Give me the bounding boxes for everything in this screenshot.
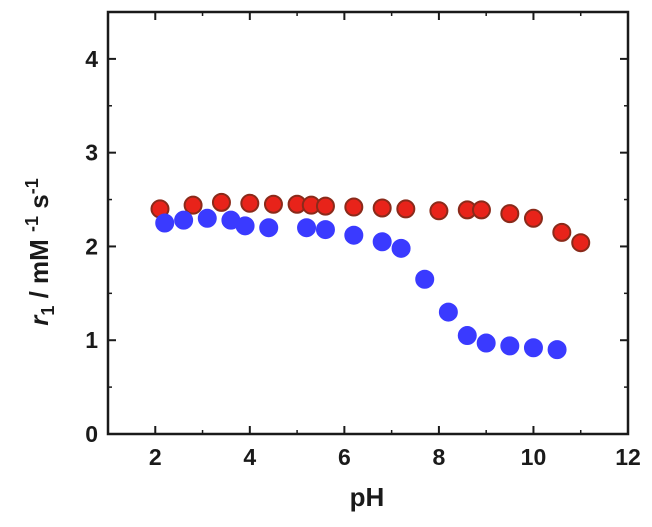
data-point-series-2 bbox=[457, 326, 477, 346]
data-point-series-2 bbox=[547, 340, 567, 360]
y-axis-sup1: -1 bbox=[22, 216, 42, 232]
x-axis-title: pH bbox=[350, 482, 385, 512]
data-point-series-2 bbox=[500, 336, 520, 356]
data-point-series-1 bbox=[240, 193, 260, 213]
data-point-series-1 bbox=[500, 204, 520, 224]
data-point-series-1 bbox=[315, 196, 335, 216]
data-point-series-1 bbox=[263, 194, 283, 214]
y-tick-label: 0 bbox=[85, 421, 98, 447]
data-point-series-1 bbox=[372, 198, 392, 218]
y-tick-label: 3 bbox=[85, 140, 98, 166]
data-point-series-2 bbox=[315, 220, 335, 240]
x-tick-label: 6 bbox=[338, 444, 351, 470]
data-point-series-1 bbox=[571, 233, 591, 253]
axes bbox=[106, 10, 630, 436]
y-tick-label: 1 bbox=[85, 327, 98, 353]
y-axis-unit1: / mM bbox=[24, 232, 54, 306]
data-point-series-1 bbox=[183, 195, 203, 215]
data-point-series-1 bbox=[523, 208, 543, 228]
data-point-series-1 bbox=[211, 192, 231, 212]
data-point-series-2 bbox=[155, 213, 175, 233]
data-point-series-2 bbox=[297, 218, 317, 238]
data-point-series-2 bbox=[344, 225, 364, 245]
y-axis-unit2: s bbox=[24, 194, 54, 216]
data-point-series-2 bbox=[391, 238, 411, 258]
y-axis-sup2: -1 bbox=[22, 178, 42, 194]
x-tick-label: 4 bbox=[243, 444, 256, 470]
data-points bbox=[150, 192, 591, 360]
data-point-series-2 bbox=[259, 218, 279, 238]
data-point-series-2 bbox=[523, 338, 543, 358]
plot-frame bbox=[106, 10, 630, 436]
x-tick-label: 2 bbox=[149, 444, 162, 470]
data-point-series-2 bbox=[235, 216, 255, 236]
data-point-series-2 bbox=[415, 269, 435, 289]
data-point-series-2 bbox=[438, 302, 458, 322]
y-tick-label: 2 bbox=[85, 233, 98, 259]
data-point-series-1 bbox=[429, 201, 449, 221]
data-point-series-2 bbox=[476, 333, 496, 353]
data-point-series-2 bbox=[372, 232, 392, 252]
x-tick-label: 8 bbox=[433, 444, 446, 470]
data-point-series-1 bbox=[344, 197, 364, 217]
data-point-series-1 bbox=[396, 199, 416, 219]
y-axis-var: r bbox=[24, 314, 54, 326]
data-point-series-1 bbox=[552, 222, 572, 242]
x-tick-label: 12 bbox=[615, 444, 641, 470]
x-tick-label: 10 bbox=[521, 444, 547, 470]
data-point-series-1 bbox=[471, 200, 491, 220]
y-axis-sub: 1 bbox=[38, 306, 58, 316]
data-point-series-2 bbox=[197, 208, 217, 228]
y-tick-label: 4 bbox=[85, 46, 98, 72]
data-point-series-2 bbox=[174, 210, 194, 230]
y-axis-title: r1 / mM -1 s-1 bbox=[22, 178, 58, 326]
